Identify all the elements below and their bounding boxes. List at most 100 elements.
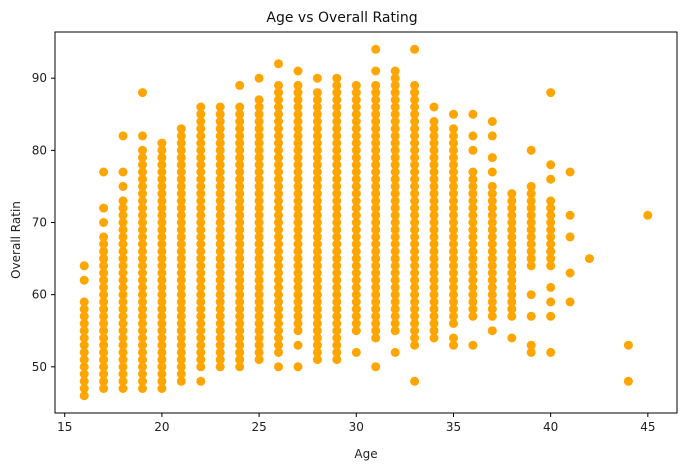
- data-point: [468, 304, 478, 314]
- data-point: [526, 181, 536, 191]
- data-point: [235, 290, 245, 300]
- data-point: [215, 109, 225, 119]
- data-point: [468, 340, 478, 350]
- data-point: [99, 290, 109, 300]
- data-point: [254, 95, 264, 105]
- data-point: [254, 181, 264, 191]
- data-point: [138, 88, 147, 98]
- data-point: [293, 189, 303, 199]
- data-point: [507, 196, 517, 206]
- data-point: [196, 181, 206, 191]
- data-point: [390, 124, 400, 134]
- data-point: [390, 282, 400, 292]
- data-point: [196, 117, 206, 126]
- data-point: [312, 131, 322, 141]
- data-point: [312, 117, 322, 126]
- data-point: [196, 210, 206, 220]
- data-point: [371, 326, 381, 336]
- data-point: [215, 268, 225, 278]
- data-point: [157, 319, 167, 328]
- data-point: [79, 297, 89, 307]
- data-point: [371, 319, 381, 328]
- data-point: [390, 95, 400, 105]
- data-point: [99, 347, 109, 357]
- data-point: [487, 117, 497, 126]
- data-point: [390, 290, 400, 300]
- data-point: [351, 160, 361, 170]
- data-point: [332, 347, 342, 357]
- data-point: [429, 167, 439, 177]
- data-point: [157, 167, 167, 177]
- data-point: [235, 145, 245, 155]
- data-point: [215, 167, 225, 177]
- data-point: [138, 369, 147, 379]
- data-point: [138, 333, 147, 343]
- data-point: [293, 95, 303, 105]
- data-point: [312, 297, 322, 307]
- data-point: [196, 282, 206, 292]
- data-point: [157, 254, 167, 264]
- data-point: [118, 355, 128, 365]
- data-point: [274, 311, 283, 321]
- data-point: [332, 203, 342, 213]
- data-point: [118, 290, 128, 300]
- data-point: [274, 261, 283, 271]
- data-point: [449, 239, 458, 249]
- data-point: [274, 160, 283, 170]
- y-tick-label: 80: [32, 143, 47, 157]
- y-axis-ticks: 50 60 70 80 90: [32, 71, 55, 374]
- data-point: [371, 181, 381, 191]
- data-point: [293, 218, 303, 227]
- y-tick-label: 60: [32, 288, 47, 302]
- data-point: [332, 326, 342, 336]
- data-point: [235, 275, 245, 285]
- data-point: [235, 167, 245, 177]
- data-point: [546, 347, 556, 357]
- data-point: [410, 124, 420, 134]
- data-point: [196, 102, 206, 112]
- data-point: [429, 218, 439, 227]
- data-point: [157, 196, 167, 206]
- data-point: [468, 167, 478, 177]
- data-point: [332, 117, 342, 126]
- data-point: [157, 160, 167, 170]
- data-point: [274, 210, 283, 220]
- data-point: [176, 181, 186, 191]
- data-point: [410, 196, 420, 206]
- data-point: [254, 189, 264, 199]
- data-point: [215, 362, 225, 372]
- data-point: [196, 297, 206, 307]
- data-point: [312, 88, 322, 98]
- data-point: [254, 297, 264, 307]
- data-point: [429, 174, 439, 184]
- data-point: [157, 145, 167, 155]
- data-point: [138, 268, 147, 278]
- data-point: [293, 203, 303, 213]
- data-point: [274, 362, 283, 372]
- data-point: [312, 232, 322, 242]
- data-point: [274, 102, 283, 112]
- data-point: [254, 333, 264, 343]
- data-point: [274, 304, 283, 314]
- data-point: [546, 261, 556, 271]
- data-point: [526, 210, 536, 220]
- data-point: [293, 304, 303, 314]
- data-point: [449, 145, 458, 155]
- data-point: [351, 102, 361, 112]
- data-point: [332, 153, 342, 163]
- data-point: [332, 145, 342, 155]
- data-point: [138, 347, 147, 357]
- data-point: [565, 297, 575, 307]
- data-point: [157, 261, 167, 271]
- data-point: [371, 131, 381, 141]
- data-point: [390, 210, 400, 220]
- data-point: [332, 268, 342, 278]
- data-point: [526, 290, 536, 300]
- data-point: [371, 138, 381, 148]
- data-point: [487, 268, 497, 278]
- data-point: [274, 333, 283, 343]
- data-point: [138, 297, 147, 307]
- data-point: [351, 109, 361, 119]
- data-point: [215, 355, 225, 365]
- data-point: [99, 384, 109, 393]
